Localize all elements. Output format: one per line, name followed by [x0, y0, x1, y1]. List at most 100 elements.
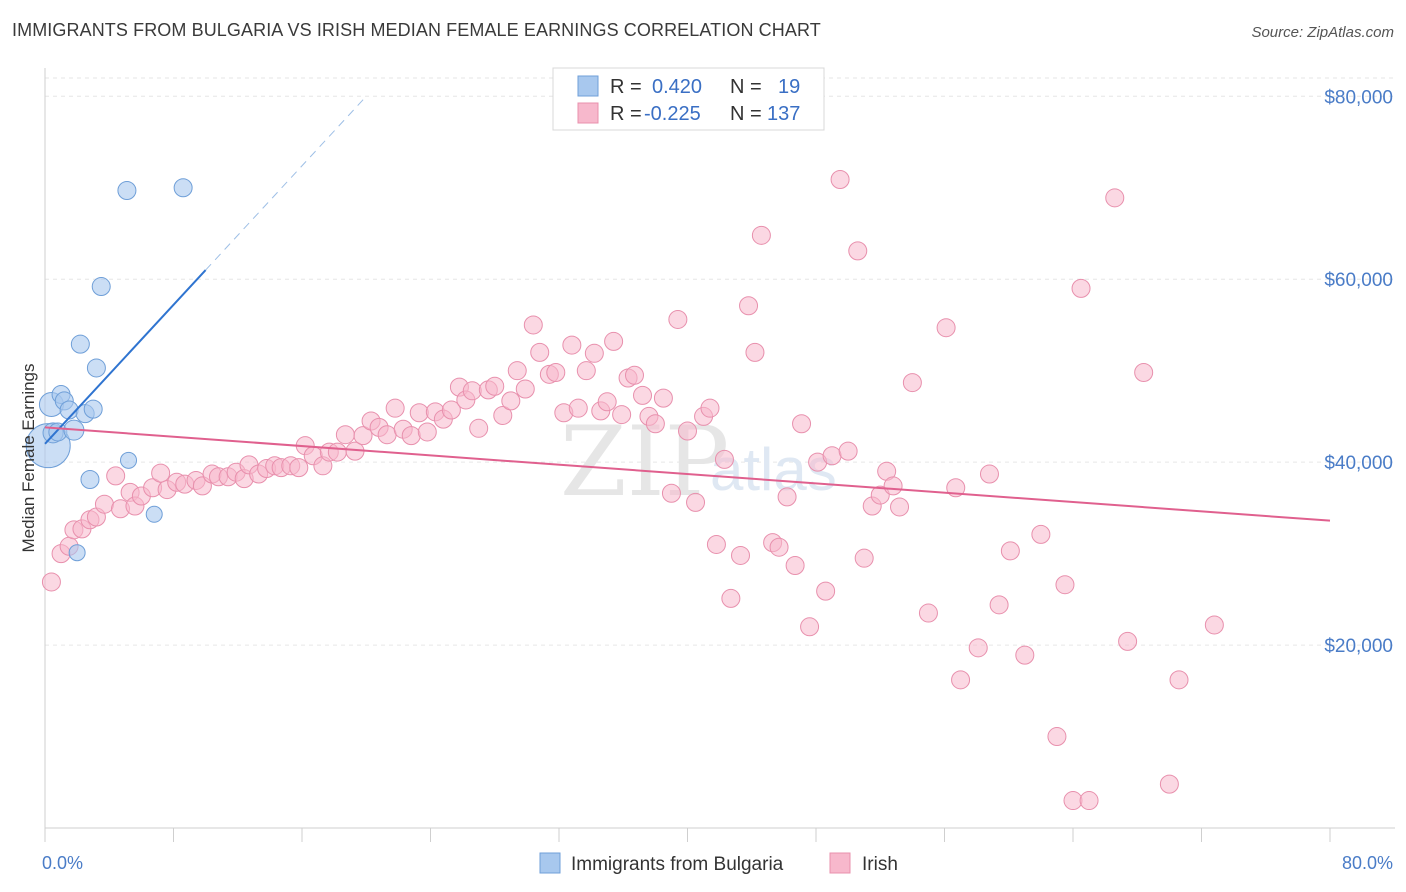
irish-point-124 — [1063, 791, 1083, 811]
bulgaria-trend-line — [44, 269, 207, 445]
chart-title: IMMIGRANTS FROM BULGARIA VS IRISH MEDIAN… — [12, 20, 821, 40]
irish-point-101 — [822, 446, 842, 466]
x-tick-label-0: 0.0% — [42, 853, 83, 873]
legend-n-label-irish: N = — [730, 103, 762, 125]
irish-point-67 — [568, 398, 588, 418]
irish-point-86 — [706, 534, 726, 554]
irish-point-113 — [936, 318, 956, 338]
bulgaria-trend-extension — [205, 95, 367, 271]
irish-point-107 — [870, 485, 890, 505]
irish-trend-line — [44, 426, 1331, 522]
irish-point-50 — [441, 400, 461, 420]
bulgaria-point-16 — [117, 181, 137, 200]
irish-point-88 — [721, 588, 741, 608]
irish-point-119 — [1000, 541, 1020, 561]
irish-point-118 — [989, 595, 1009, 615]
irish-point-82 — [678, 421, 697, 441]
irish-point-71 — [597, 392, 617, 412]
irish-point-116 — [968, 638, 988, 658]
irish-point-14 — [151, 463, 171, 483]
legend-swatch-irish — [577, 102, 599, 124]
irish-point-80 — [661, 483, 681, 503]
irish-point-109 — [883, 476, 903, 496]
irish-point-42 — [377, 425, 397, 445]
trend-lines — [44, 95, 1331, 522]
bulgaria-point-12 — [83, 399, 103, 419]
irish-point-115 — [951, 670, 971, 690]
irish-point-85 — [700, 398, 720, 418]
irish-point-120 — [1015, 645, 1035, 665]
bottom-legend-label-bulgaria: Immigrants from Bulgaria — [571, 854, 784, 875]
irish-point-89 — [731, 545, 751, 565]
legend-n-value-bulgaria: 19 — [778, 76, 800, 98]
bulgaria-point-13 — [86, 358, 106, 378]
irish-point-121 — [1031, 524, 1051, 544]
irish-point-125 — [1071, 278, 1091, 298]
y-axis-label: Median Female Earnings — [19, 364, 38, 553]
irish-point-59 — [507, 361, 527, 381]
irish-point-54 — [469, 418, 489, 438]
irish-point-129 — [1134, 363, 1154, 383]
irish-point-39 — [353, 426, 373, 446]
bulgaria-point-8 — [68, 544, 86, 562]
bottom-legend-label-irish: Irish — [862, 854, 898, 875]
irish-point-73 — [612, 405, 632, 425]
irish-point-81 — [668, 309, 688, 329]
grid-lines — [45, 77, 1395, 646]
irish-point-95 — [777, 487, 797, 507]
irish-point-0 — [41, 572, 61, 592]
bulgaria-point-17 — [145, 505, 163, 523]
bottom-legend: Immigrants from Bulgaria Irish — [539, 852, 898, 875]
irish-point-132 — [1159, 774, 1179, 794]
x-tick-labels: 0.0% 80.0% — [42, 853, 1393, 873]
irish-point-64 — [546, 363, 566, 383]
irish-point-100 — [816, 581, 836, 601]
irish-point-60 — [515, 379, 535, 399]
irish-point-94 — [769, 537, 789, 557]
irish-point-83 — [686, 492, 706, 512]
irish-point-97 — [792, 414, 812, 434]
x-tick-label-1: 80.0% — [1342, 853, 1393, 873]
irish-point-103 — [838, 441, 858, 461]
bulgaria-point-9 — [70, 334, 90, 354]
irish-point-98 — [800, 617, 820, 637]
irish-point-31 — [289, 458, 309, 478]
irish-point-8 — [106, 466, 126, 486]
irish-point-92 — [751, 225, 771, 245]
irish-point-72 — [604, 331, 624, 351]
irish-point-68 — [576, 361, 596, 381]
irish-point-122 — [1047, 727, 1067, 747]
y-tick-labels: $20,000 $40,000 $60,000 $80,000 — [1324, 87, 1393, 657]
irish-point-131 — [1204, 615, 1224, 635]
irish-point-111 — [902, 373, 922, 393]
irish-point-104 — [848, 241, 868, 261]
irish-point-57 — [493, 406, 513, 425]
legend-n-label-bulgaria: N = — [730, 76, 762, 98]
irish-point-58 — [501, 391, 521, 411]
irish-point-7 — [94, 494, 114, 514]
irish-point-37 — [335, 425, 355, 445]
irish-point-46 — [409, 403, 429, 423]
irish-point-112 — [918, 603, 938, 623]
irish-point-75 — [624, 365, 644, 385]
irish-point-43 — [385, 398, 405, 418]
irish-point-66 — [562, 335, 582, 355]
irish-point-96 — [785, 556, 805, 575]
irish-point-91 — [745, 342, 765, 362]
bottom-legend-swatch-irish — [829, 852, 851, 874]
irish-point-56 — [485, 376, 505, 396]
irish-point-110 — [890, 497, 910, 517]
irish-point-53 — [462, 381, 482, 401]
top-legend: R = 0.420 N = 19 R = -0.225 N = 137 — [552, 67, 825, 131]
legend-r-label-irish: R = — [610, 103, 642, 125]
legend-n-value-irish: 137 — [767, 103, 800, 125]
legend-r-label-bulgaria: R = — [610, 76, 642, 98]
y-tick-label-3: $80,000 — [1324, 87, 1393, 108]
y-tick-label-2: $60,000 — [1324, 270, 1393, 291]
irish-point-90 — [739, 296, 759, 316]
irish-point-79 — [653, 388, 673, 408]
irish-point-47 — [417, 422, 437, 442]
bottom-legend-swatch-bulgaria — [539, 852, 561, 874]
irish-point-69 — [584, 343, 604, 363]
